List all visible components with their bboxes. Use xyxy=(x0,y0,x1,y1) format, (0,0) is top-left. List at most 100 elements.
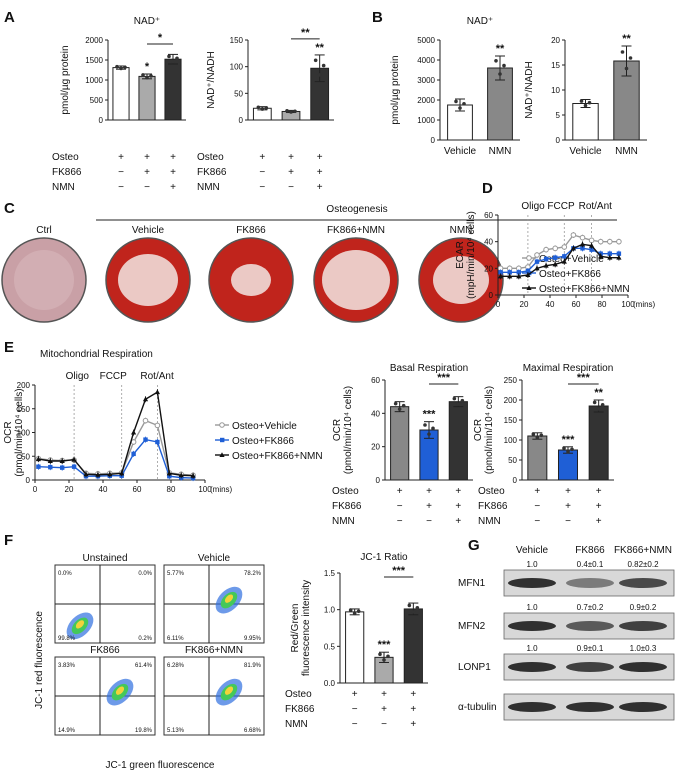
a-ratio-datapoint xyxy=(285,109,289,113)
a-left-row-mark: − xyxy=(144,182,150,193)
b-nad-datapoint xyxy=(454,99,458,104)
a-ratio-datapoint xyxy=(313,58,318,63)
e-ecar-series-point xyxy=(607,251,612,256)
f-jc1-ylabel: Red/Green xyxy=(290,604,301,653)
panel-label-F: F xyxy=(4,532,13,549)
g-protein-label: α-tubulin xyxy=(458,702,497,713)
c-dish-stain-area xyxy=(118,254,178,306)
g-column-label: Vehicle xyxy=(516,545,549,556)
d-ocr-series-point xyxy=(107,471,113,477)
a-right-row-mark: − xyxy=(259,167,265,178)
f-jc1-datapoint xyxy=(378,652,382,657)
e-ecar-series-point xyxy=(507,273,513,279)
d-basal-ytick-label: 60 xyxy=(371,376,380,385)
d-basal-bar xyxy=(448,401,468,481)
a-ratio-datapoint xyxy=(264,106,269,110)
a-left-row-mark: − xyxy=(118,167,124,178)
d-ocr-series-point xyxy=(166,470,172,476)
d-max-row-mark: − xyxy=(534,501,540,512)
e-ecar-series-point xyxy=(561,244,568,250)
e-ecar-series-point xyxy=(543,246,549,253)
b-nad-title: NAD⁺ xyxy=(467,16,493,27)
e-ecar-series-point xyxy=(525,272,531,277)
b-nad-ytick-label: 2000 xyxy=(417,96,435,105)
d-basal-row-label: FK866 xyxy=(332,501,362,512)
b-ratio-datapoint xyxy=(620,50,625,54)
panel-label-E: E xyxy=(4,339,14,356)
b-ratio-ytick-label: 20 xyxy=(551,36,560,45)
a-left-row-mark: − xyxy=(118,182,124,193)
g-quant-value: 1.0±0.3 xyxy=(630,644,657,653)
e-ecar-legend-marker xyxy=(527,270,532,276)
b-nad-xtick-label: Vehicle xyxy=(444,146,477,157)
a-ratio-datapoint xyxy=(321,63,326,68)
panel-label-G: G xyxy=(468,537,480,554)
a-right-row-label: FK866 xyxy=(197,167,227,178)
d-basal-datapoint xyxy=(393,401,398,406)
d-max-ytick-label: 250 xyxy=(504,376,518,385)
d-max-datapoint xyxy=(570,447,574,452)
f-row-mark: + xyxy=(381,689,387,700)
f-ylabel: JC-1 red fluorescence xyxy=(34,611,45,709)
f-quadrant-value: 0.0% xyxy=(58,571,72,577)
e-ecar-xtick-label: 60 xyxy=(572,300,581,309)
c-dish-label: FK866 xyxy=(236,225,266,236)
a-left-row-mark: + xyxy=(170,152,176,163)
d-max-ytick-label: 150 xyxy=(504,416,518,425)
d-max-ytick-label: 0 xyxy=(513,476,518,485)
a-nad-bar xyxy=(138,75,156,121)
a-ratio-chart: 0 50 100 150 ** ** NAD⁺/NADH xyxy=(206,27,334,125)
a-nad-ylabel: pmol/µg protein xyxy=(60,45,71,114)
d-ocr-legend-label: Osteo+FK866+NMN xyxy=(232,451,323,462)
e-ecar-series-point xyxy=(516,270,521,275)
panel-label-D: D xyxy=(482,180,493,197)
d-max-significance: *** xyxy=(562,434,576,446)
g-protein-label: LONP1 xyxy=(458,662,491,673)
d-ocr-xtick-label: 0 xyxy=(33,485,38,494)
d-max-datapoint xyxy=(531,432,536,436)
d-ocr-series-point xyxy=(142,417,149,424)
g-protein-band xyxy=(508,662,556,672)
e-ecar-series-point xyxy=(498,270,503,275)
a-nad-ytick-label: 500 xyxy=(90,96,104,105)
b-ratio-datapoint xyxy=(624,66,629,71)
a-nad-datapoint xyxy=(167,54,171,59)
a-ratio-datapoint xyxy=(293,109,297,114)
e-ecar-injection-label: FCCP xyxy=(547,201,575,212)
e-ecar-series-point xyxy=(498,273,504,279)
g-protein-label: MFN1 xyxy=(458,578,486,589)
d-basal-row-label: Osteo xyxy=(332,486,359,497)
f-cell-population-peak xyxy=(115,686,125,695)
a-ratio-ytick-label: 150 xyxy=(230,36,244,45)
e-ecar-series-point xyxy=(561,258,567,264)
d-basal-ytick-label: 0 xyxy=(376,476,381,485)
c-dish-texture xyxy=(14,250,74,310)
f-jc1-significance: *** xyxy=(378,639,392,651)
b-ratio-ytick-label: 10 xyxy=(551,86,560,95)
e-ecar-series-point xyxy=(588,237,595,244)
g-quant-value: 0.7±0.2 xyxy=(577,603,604,612)
d-ocr-series-point xyxy=(71,464,77,469)
d-max-datapoint xyxy=(600,403,605,407)
d-ocr-ytick-label: 100 xyxy=(17,429,31,438)
b-nad-significance: ** xyxy=(496,43,505,55)
d-ocr-series-point xyxy=(71,456,77,462)
b-ratio-significance: ** xyxy=(622,33,631,45)
d-max-ytick-label: 50 xyxy=(508,456,517,465)
d-ocr-series-point xyxy=(35,456,41,462)
d-ocr-injection-label: Oligo xyxy=(66,371,90,382)
d-max-datapoint xyxy=(539,433,544,438)
a-left-row-label: NMN xyxy=(52,182,75,193)
d-basal-datapoint xyxy=(452,396,457,401)
d-ocr-legend-marker xyxy=(220,437,225,443)
a-ratio-ytick-label: 100 xyxy=(230,63,244,72)
d-basal-sig-bracket-label: *** xyxy=(437,372,451,384)
e-ecar-ylabel: ECAR xyxy=(455,241,466,269)
a-ratio-datapoint xyxy=(260,107,265,111)
f-jc1-datapoint xyxy=(415,605,420,610)
d-basal-row-label: NMN xyxy=(332,516,355,527)
f-plot-title: FK866+NMN xyxy=(185,645,243,656)
e-ecar-legend-marker xyxy=(526,285,532,290)
d-basal-row-mark: − xyxy=(397,516,403,527)
e-ecar-xtick-label: 100 xyxy=(621,300,635,309)
